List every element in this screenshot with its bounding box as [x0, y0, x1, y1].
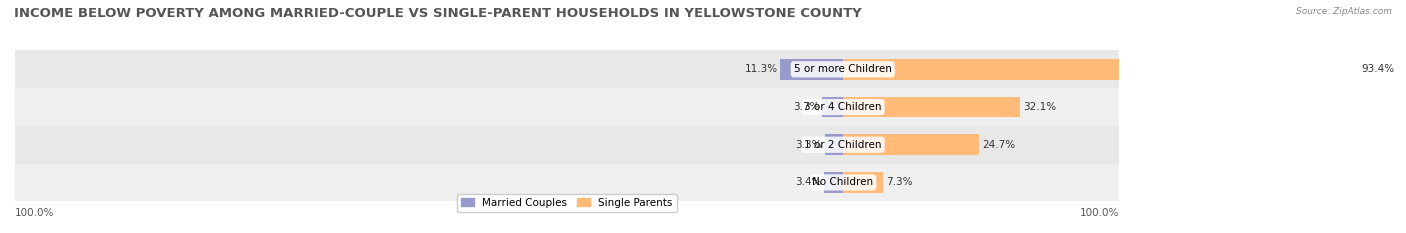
Text: 7.3%: 7.3%	[886, 177, 912, 187]
Bar	[842, 172, 883, 193]
Bar	[823, 97, 842, 117]
Bar	[842, 134, 979, 155]
Text: 93.4%: 93.4%	[1361, 64, 1395, 74]
Text: 24.7%: 24.7%	[981, 140, 1015, 150]
Bar	[842, 59, 1358, 80]
Bar	[15, 126, 1119, 164]
Text: No Children: No Children	[813, 177, 873, 187]
Bar	[842, 97, 1019, 117]
Text: 3.4%: 3.4%	[794, 177, 821, 187]
Bar	[824, 172, 842, 193]
Legend: Married Couples, Single Parents: Married Couples, Single Parents	[457, 194, 676, 212]
Text: 32.1%: 32.1%	[1022, 102, 1056, 112]
Text: 1 or 2 Children: 1 or 2 Children	[804, 140, 882, 150]
Bar	[15, 51, 1119, 88]
Bar	[15, 164, 1119, 201]
Text: 3.3%: 3.3%	[796, 140, 821, 150]
Text: INCOME BELOW POVERTY AMONG MARRIED-COUPLE VS SINGLE-PARENT HOUSEHOLDS IN YELLOWS: INCOME BELOW POVERTY AMONG MARRIED-COUPL…	[14, 7, 862, 20]
Text: 100.0%: 100.0%	[15, 208, 55, 218]
Text: 11.3%: 11.3%	[745, 64, 778, 74]
Text: 100.0%: 100.0%	[1080, 208, 1119, 218]
Bar	[824, 134, 842, 155]
Bar	[15, 88, 1119, 126]
Text: 5 or more Children: 5 or more Children	[794, 64, 891, 74]
Bar	[780, 59, 842, 80]
Text: Source: ZipAtlas.com: Source: ZipAtlas.com	[1296, 7, 1392, 16]
Text: 3 or 4 Children: 3 or 4 Children	[804, 102, 882, 112]
Text: 3.7%: 3.7%	[793, 102, 820, 112]
